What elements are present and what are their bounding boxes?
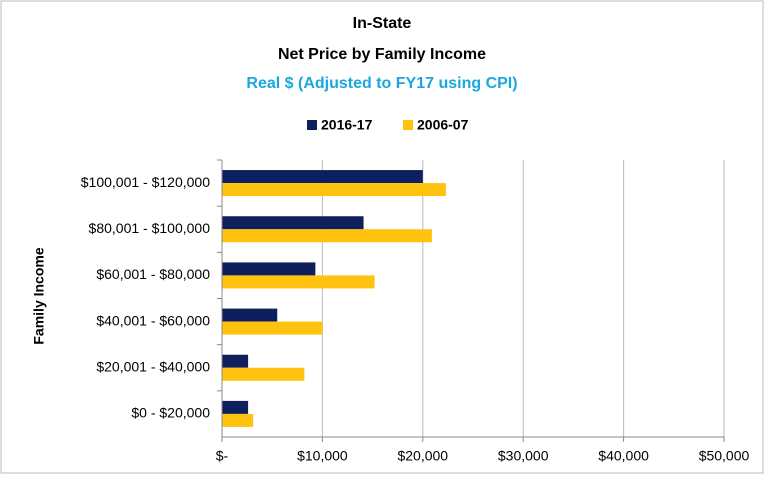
bar	[222, 367, 305, 381]
x-tick-label: $-	[216, 448, 229, 464]
x-tick-label: $20,000	[397, 448, 448, 464]
y-tick-label: $100,001 - $120,000	[81, 174, 210, 190]
y-tick-label: $20,001 - $40,000	[96, 358, 210, 374]
chart-subtitle: Net Price by Family Income	[278, 46, 486, 63]
x-tick-label: $30,000	[498, 448, 549, 464]
x-tick-label: $50,000	[699, 448, 750, 464]
bar	[222, 183, 446, 197]
x-tick-label: $10,000	[297, 448, 348, 464]
x-tick-label: $40,000	[598, 448, 649, 464]
bar	[222, 262, 316, 276]
y-tick-label: $0 - $20,000	[131, 405, 210, 421]
bar	[222, 413, 254, 427]
chart-title: In-State	[353, 15, 412, 32]
bar	[222, 170, 423, 184]
bar	[222, 229, 432, 243]
bar	[222, 321, 323, 335]
y-axis-label: Family Income	[31, 247, 47, 344]
bar	[222, 216, 364, 230]
y-tick-label: $80,001 - $100,000	[89, 220, 211, 236]
chart-subtitle: Real $ (Adjusted to FY17 using CPI)	[246, 75, 517, 92]
bar	[222, 400, 249, 414]
y-tick-label: $40,001 - $60,000	[96, 312, 210, 328]
bar	[222, 354, 249, 368]
y-tick-label: $60,001 - $80,000	[96, 266, 210, 282]
bar	[222, 275, 375, 289]
legend-label: 2006-07	[417, 117, 469, 133]
legend-swatch	[307, 120, 317, 130]
legend-swatch	[403, 120, 413, 130]
bar	[222, 308, 278, 322]
legend-label: 2016-17	[321, 117, 373, 133]
